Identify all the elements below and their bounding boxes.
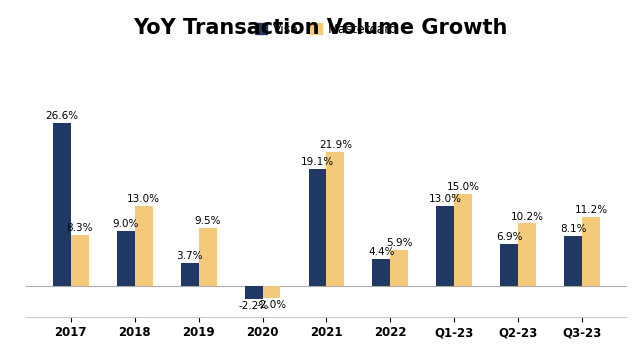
Bar [454,194,472,286]
Text: 15.0%: 15.0% [447,182,479,192]
Bar [180,263,198,286]
Text: 26.6%: 26.6% [45,111,79,121]
Bar [372,259,390,286]
Text: 6.9%: 6.9% [496,232,522,242]
Bar [564,236,582,286]
Text: 13.0%: 13.0% [429,194,461,205]
Bar [500,244,518,286]
Text: 21.9%: 21.9% [319,140,352,150]
Bar [71,235,89,286]
Text: 5.9%: 5.9% [386,238,413,248]
Bar [198,228,216,286]
Bar [308,169,326,286]
Bar [117,231,135,286]
Bar [582,217,600,286]
Text: 13.0%: 13.0% [127,194,160,205]
Text: 19.1%: 19.1% [301,157,334,167]
Text: 4.4%: 4.4% [368,247,395,257]
Bar [326,152,344,286]
Text: 10.2%: 10.2% [511,211,543,222]
Text: 9.0%: 9.0% [113,219,139,229]
Legend: Visa, Mastercard: Visa, Mastercard [250,18,403,41]
Text: -2.2%: -2.2% [239,301,269,311]
Text: YoY Transaction Volume Growth: YoY Transaction Volume Growth [133,18,507,38]
Bar [262,286,280,298]
Bar [53,123,71,286]
Text: 8.1%: 8.1% [560,225,586,234]
Bar [390,250,408,286]
Bar [244,286,262,300]
Text: -2.0%: -2.0% [257,300,287,310]
Text: 9.5%: 9.5% [195,216,221,226]
Text: 8.3%: 8.3% [67,223,93,233]
Bar [436,206,454,286]
Bar [518,223,536,286]
Bar [135,206,152,286]
Text: 3.7%: 3.7% [177,252,203,261]
Text: 11.2%: 11.2% [574,205,607,215]
